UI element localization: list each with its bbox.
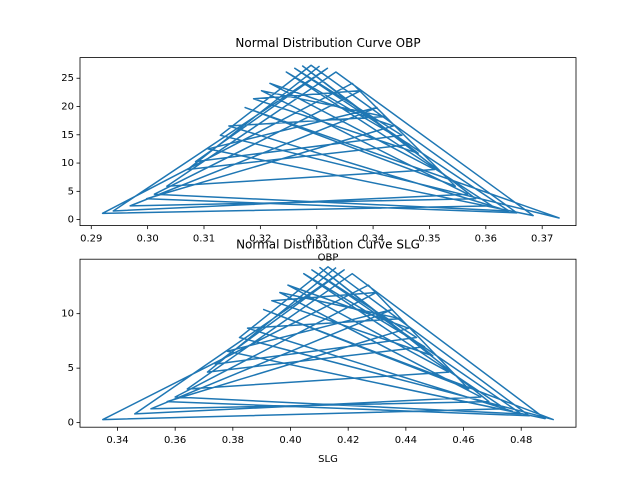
x-tick-label: 0.42	[337, 435, 359, 446]
y-tick-label: 10	[61, 309, 74, 320]
y-tick-label: 0	[68, 215, 74, 226]
x-tick-label: 0.34	[362, 234, 384, 245]
x-tick-label: 0.40	[279, 435, 301, 446]
chart-title: Normal Distribution Curve OBP	[235, 36, 420, 50]
y-tick-label: 20	[61, 102, 74, 113]
y-tick-label: 0	[68, 418, 74, 429]
y-tick-label: 5	[68, 363, 74, 374]
x-tick-label: 0.48	[510, 435, 532, 446]
x-tick-label: 0.44	[395, 435, 417, 446]
y-tick-label: 15	[61, 130, 74, 141]
x-tick-label: 0.36	[164, 435, 186, 446]
axes-frame	[79, 57, 577, 226]
axes-frame	[79, 258, 577, 428]
x-tick-label: 0.29	[80, 234, 102, 245]
x-tick-label: 0.30	[137, 234, 159, 245]
x-tick-label: 0.35	[418, 234, 440, 245]
x-tick-label: 0.32	[249, 234, 271, 245]
y-tick-label: 10	[61, 158, 74, 169]
x-tick-label: 0.34	[106, 435, 128, 446]
data-line	[101, 64, 560, 219]
chart-title: Normal Distribution Curve SLG	[236, 238, 420, 252]
y-tick-label: 5	[68, 186, 74, 197]
y-tick-label: 25	[61, 73, 74, 84]
x-tick-label: 0.31	[193, 234, 215, 245]
x-tick-label: 0.33	[306, 234, 328, 245]
x-tick-label: 0.46	[452, 435, 474, 446]
x-tick-label: 0.36	[475, 234, 497, 245]
x-tick-label: 0.38	[222, 435, 244, 446]
data-line	[102, 266, 554, 421]
x-axis-label: OBP	[318, 253, 339, 264]
x-axis-label: SLG	[318, 454, 338, 465]
x-tick-label: 0.37	[531, 234, 553, 245]
